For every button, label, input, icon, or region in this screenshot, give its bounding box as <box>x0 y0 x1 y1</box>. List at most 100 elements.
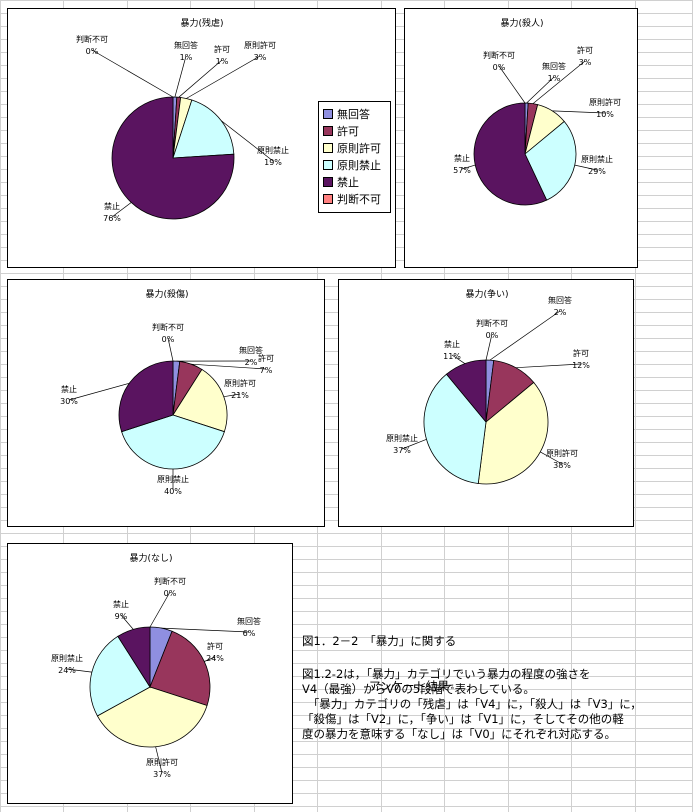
slice-percent-no-answer: 1% <box>180 53 193 62</box>
slice-label-forbid: 禁止 <box>61 384 77 394</box>
chart-title: 暴力(なし) <box>129 552 172 564</box>
pie-slice-forbid <box>111 96 235 220</box>
slice-label-allow: 許可 <box>573 348 589 358</box>
slice-label-mostly-allow: 原則許可 <box>589 97 621 107</box>
pie-chart-nashi[interactable]: 暴力(なし) 無回答 6% 許可 24% 原則許可 37% 原則禁止 24% 禁止 9% 判断不可 0… <box>7 543 293 804</box>
slice-label-mostly-allow: 原則許可 <box>146 757 178 767</box>
leader-line <box>401 438 427 450</box>
leader-line <box>489 310 561 361</box>
slice-label-allow: 許可 <box>258 353 274 363</box>
slice-label-no-answer: 無回答 <box>548 295 572 305</box>
leader-line <box>66 668 92 673</box>
slice-label-allow: 許可 <box>214 44 230 54</box>
slice-label-mostly-allow: 原則許可 <box>244 40 276 50</box>
legend-item: 原則許可 <box>323 139 386 156</box>
legend-label: 原則許可 <box>337 141 381 155</box>
slice-labels: 無回答 6% 許可 24% 原則許可 37% 原則禁止 24% 禁止 9% 判断不可 0% <box>51 576 261 779</box>
slice-percent-no-answer: 1% <box>548 74 561 83</box>
slice-labels: 無回答 2% 許可 12% 原則許可 38% 原則禁止 37% 禁止 11% 判断不可 0% <box>386 295 590 470</box>
leader-line <box>451 354 466 364</box>
leader-line <box>167 337 174 362</box>
pie-chart-sasshou[interactable]: 暴力(殺傷) 無回答 2% 許可 7% 原則許可 21% 原則禁止 40% 禁止 30% 判断不可 0… <box>7 279 325 527</box>
leader-line <box>155 746 163 774</box>
figure-title: 図1．2－2 「暴力」に関する アンケート結果 <box>302 604 456 709</box>
chart-svg: 暴力(残虐) 無回答 1% 許可 1% 原則許可 3% 原則禁止 19% 禁止 76% 判断不可 0% <box>76 17 289 223</box>
leader-line <box>574 164 598 171</box>
leader-line <box>149 591 171 628</box>
leader-line <box>186 55 261 99</box>
slice-label-undetermined: 判断不可 <box>154 576 186 586</box>
slice-label-undetermined: 判断不可 <box>152 322 184 332</box>
slice-percent-undetermined: 0% <box>164 589 177 598</box>
leader-line <box>220 120 274 162</box>
legend-label: 無回答 <box>337 107 370 121</box>
leader-line <box>515 363 582 369</box>
legend-swatch <box>323 142 333 153</box>
slice-percent-forbid: 57% <box>453 166 471 175</box>
slice-label-no-answer: 無回答 <box>174 40 198 50</box>
slice-label-undetermined: 判断不可 <box>76 34 108 44</box>
chart-title: 暴力(殺傷) <box>145 288 188 300</box>
legend-swatch <box>323 108 333 119</box>
leader-line <box>540 451 563 465</box>
chart-svg: 暴力(殺人) 無回答 1% 許可 3% 原則許可 10% 原則禁止 29% 禁止 57% 判断不可 0… <box>453 17 621 206</box>
legend-item: 許可 <box>323 122 386 139</box>
slice-percent-undetermined: 0% <box>493 63 506 72</box>
slice-percent-forbid: 30% <box>60 397 78 406</box>
legend-swatch <box>323 159 333 170</box>
pie-slices <box>118 360 228 470</box>
chart-title: 暴力(殺人) <box>500 17 543 29</box>
legend-item: 判断不可 <box>323 190 386 207</box>
slice-percent-undetermined: 0% <box>86 47 99 56</box>
slice-percent-allow: 3% <box>579 58 592 67</box>
slice-percent-mostly-forbid: 19% <box>264 158 282 167</box>
slice-percent-mostly-allow: 10% <box>596 110 614 119</box>
slice-labels: 無回答 1% 許可 3% 原則許可 10% 原則禁止 29% 禁止 57% 判断不可 0% <box>453 45 621 176</box>
slice-percent-no-answer: 2% <box>245 358 258 367</box>
slice-label-mostly-forbid: 原則禁止 <box>157 474 189 484</box>
chart-title: 暴力(争い) <box>465 288 508 300</box>
leader-line <box>68 382 130 401</box>
leader-line <box>498 65 526 104</box>
slice-percent-undetermined: 0% <box>486 331 499 340</box>
slice-percent-allow: 1% <box>216 57 229 66</box>
slice-percent-mostly-forbid: 37% <box>393 446 411 455</box>
slice-label-forbid: 禁止 <box>444 339 460 349</box>
pie-slice-mostly-forbid <box>89 635 151 717</box>
slice-percent-forbid: 11% <box>443 352 461 361</box>
leader-line <box>191 363 267 370</box>
slice-percent-forbid: 76% <box>103 214 121 223</box>
pie-slices <box>423 359 549 485</box>
pie-chart-satsujin[interactable]: 暴力(殺人) 無回答 1% 許可 3% 原則許可 10% 原則禁止 29% 禁止 57% 判断不可 0… <box>404 8 638 268</box>
slice-percent-undetermined: 0% <box>162 335 175 344</box>
slice-percent-mostly-allow: 3% <box>254 53 267 62</box>
legend-item: 禁止 <box>323 173 386 190</box>
leader-line <box>204 656 216 662</box>
slice-percent-allow: 24% <box>206 654 224 663</box>
slice-percent-no-answer: 2% <box>554 308 567 317</box>
leader-line <box>526 76 555 104</box>
chart-svg: 暴力(なし) 無回答 6% 許可 24% 原則許可 37% 原則禁止 24% 禁止 9% 判断不可 0… <box>51 552 261 779</box>
slice-percent-forbid: 9% <box>115 612 128 621</box>
leader-line <box>111 202 132 218</box>
slice-percent-mostly-allow: 38% <box>553 461 571 470</box>
leader-line <box>161 627 250 633</box>
legend-label: 禁止 <box>337 175 359 189</box>
slice-label-forbid: 禁止 <box>104 201 120 211</box>
figure-title-line2: アンケート結果 <box>369 679 450 693</box>
leader-line <box>223 393 241 398</box>
slice-label-no-answer: 無回答 <box>239 345 263 355</box>
legend-item: 原則禁止 <box>323 156 386 173</box>
legend-swatch <box>323 125 333 136</box>
slice-label-mostly-forbid: 原則禁止 <box>581 154 613 164</box>
slice-label-mostly-allow: 原則許可 <box>546 448 578 458</box>
legend-swatch <box>323 176 333 187</box>
pie-chart-zangyaku[interactable]: 暴力(残虐) 無回答 1% 許可 1% 原則許可 3% 原則禁止 19% 禁止 76% 判断不可 0%… <box>7 8 396 268</box>
leader-line <box>552 110 606 114</box>
pie-chart-arasoi[interactable]: 暴力(争い) 無回答 2% 許可 12% 原則許可 38% 原則禁止 37% 禁止 11% 判断不可… <box>338 279 634 527</box>
slice-percent-no-answer: 6% <box>243 629 256 638</box>
slice-label-mostly-allow: 原則許可 <box>224 378 256 388</box>
slice-label-mostly-forbid: 原則禁止 <box>386 433 418 443</box>
pie-slice-forbid <box>473 102 548 206</box>
slice-percent-allow: 12% <box>572 361 590 370</box>
